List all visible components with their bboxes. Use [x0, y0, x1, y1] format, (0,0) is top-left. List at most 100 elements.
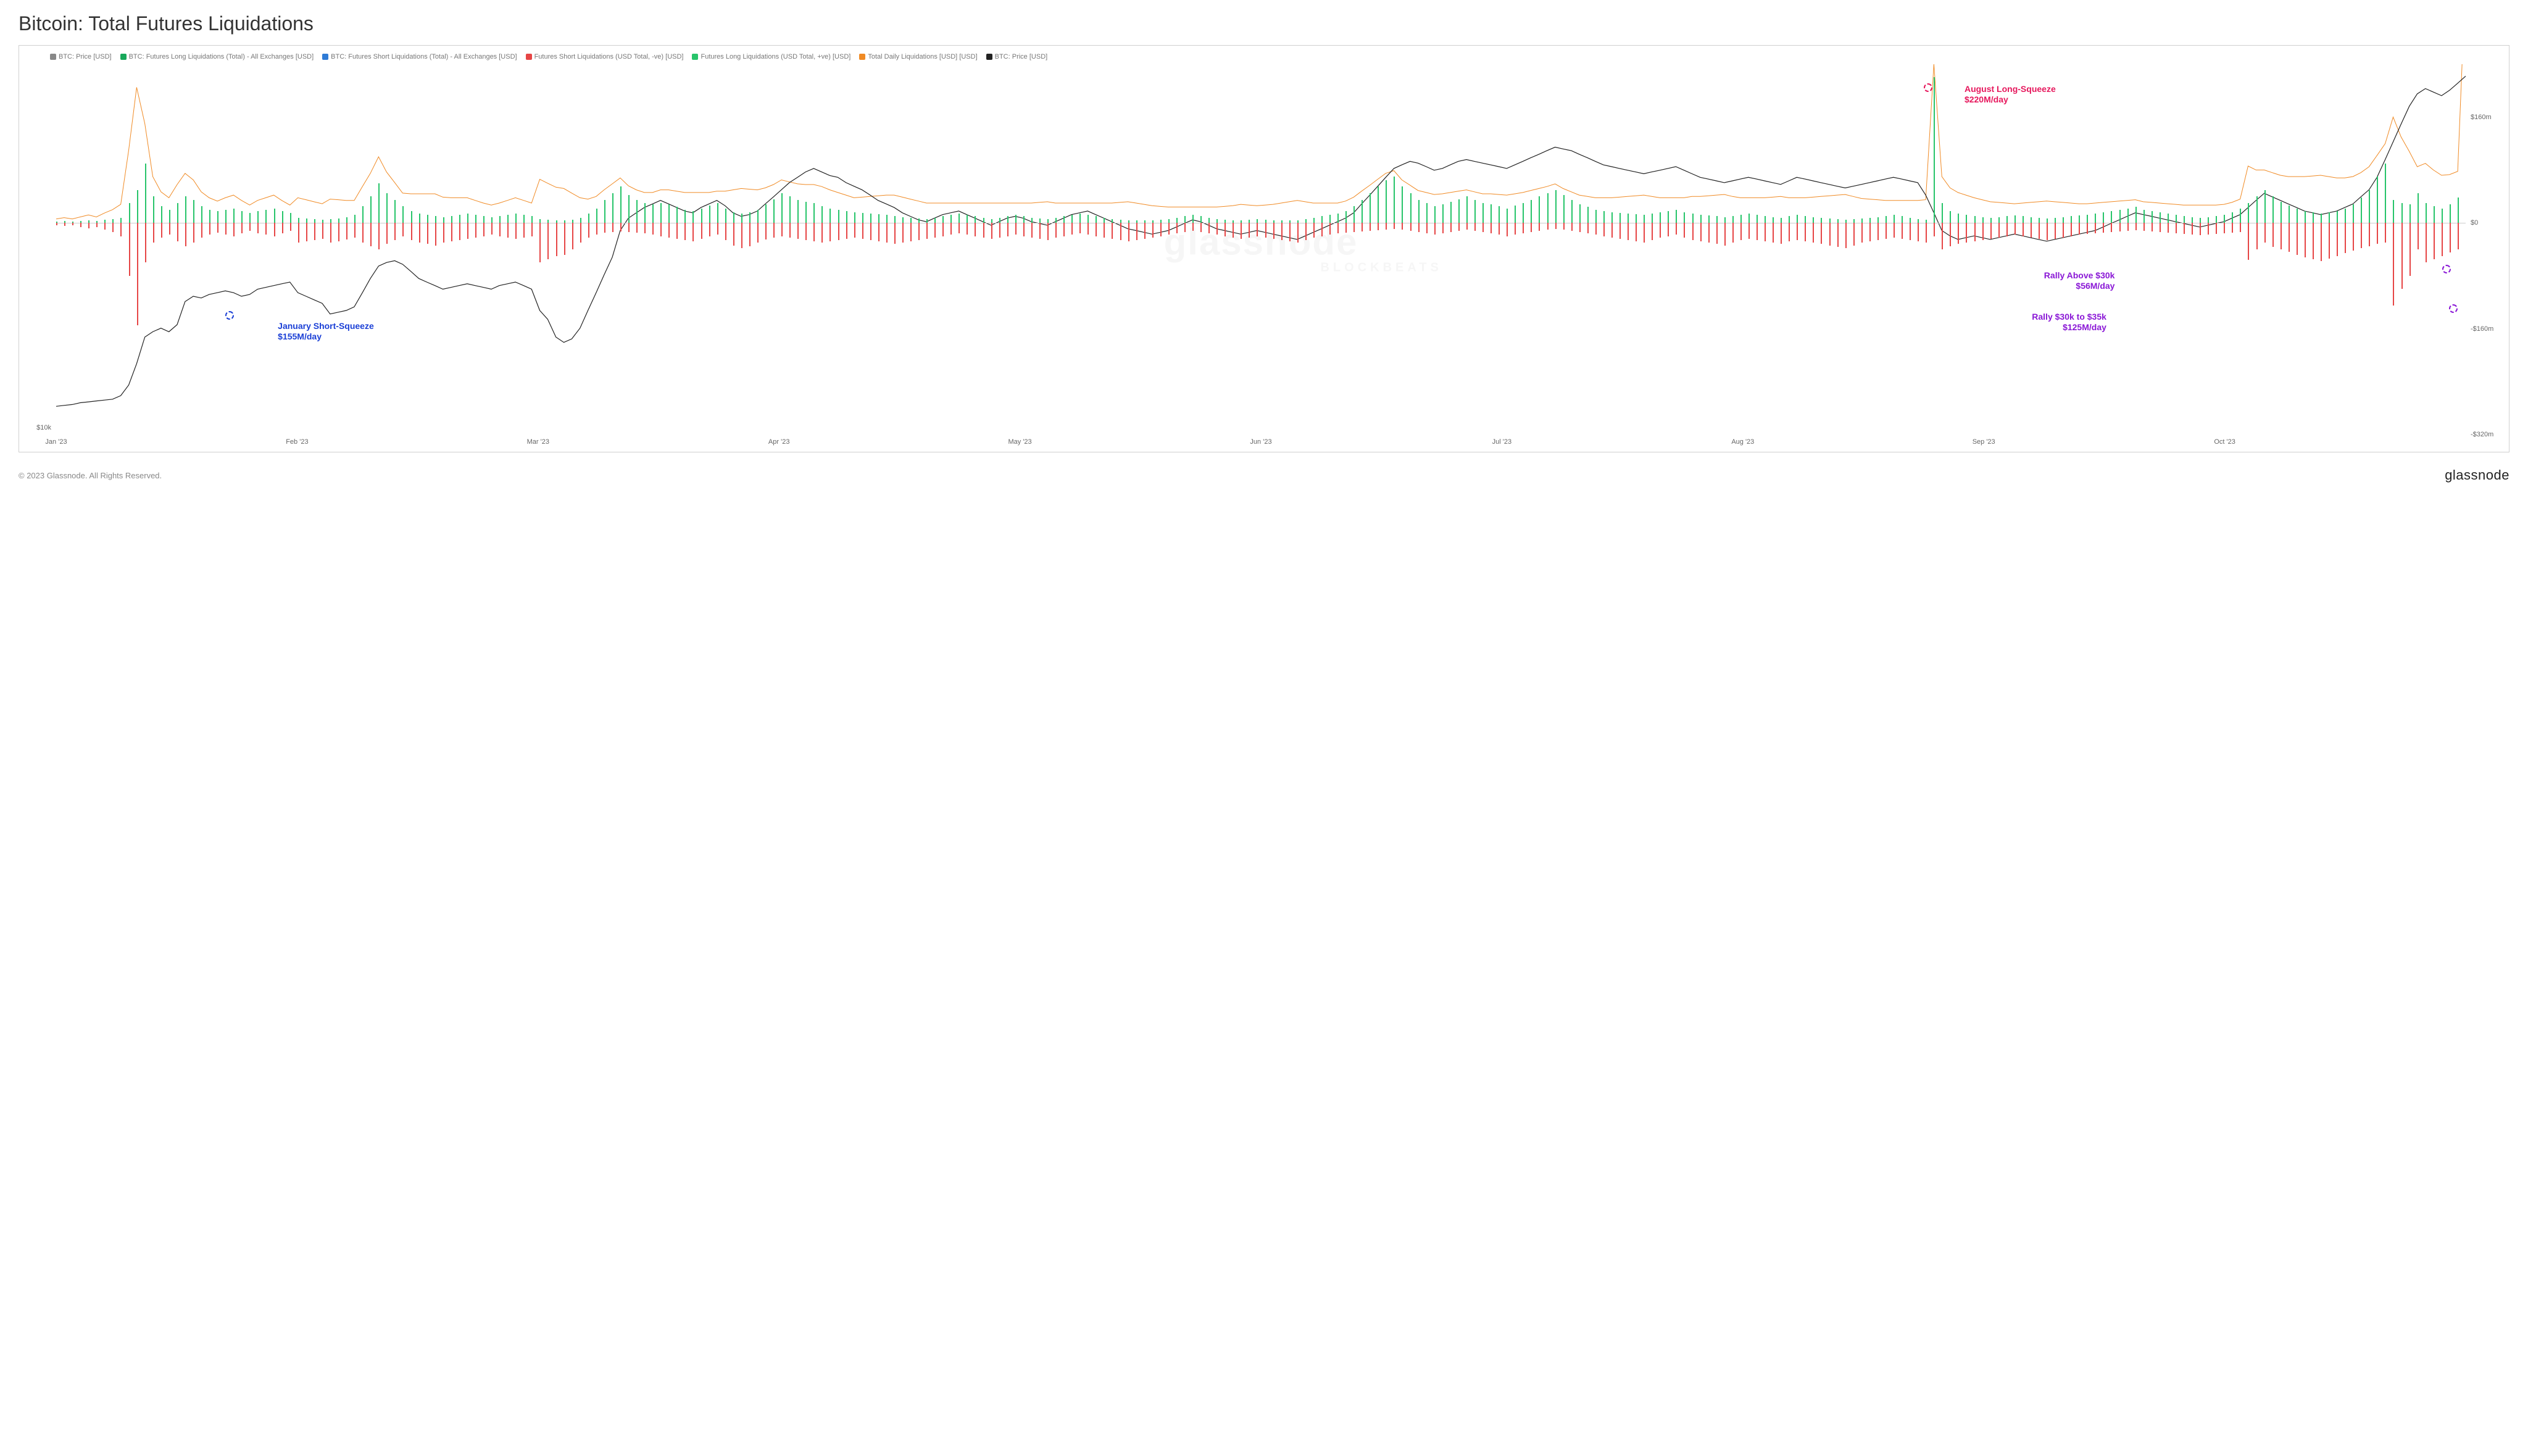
- short-liq-bar: [322, 223, 323, 239]
- long-liq-bar: [354, 215, 356, 223]
- long-liq-bar: [1023, 216, 1025, 223]
- long-liq-bar: [1329, 215, 1331, 223]
- short-liq-bar: [1934, 223, 1935, 236]
- long-liq-bar: [1724, 217, 1726, 223]
- short-liq-bar: [797, 223, 799, 239]
- short-liq-bar: [2297, 223, 2298, 254]
- long-liq-bar: [967, 215, 968, 223]
- short-liq-bar: [290, 223, 291, 231]
- long-liq-bar: [1353, 206, 1355, 223]
- y-tick-right: -$160m: [2471, 325, 2493, 333]
- long-liq-bar: [1378, 186, 1379, 223]
- long-liq-bar: [2152, 211, 2153, 223]
- long-liq-bar: [2410, 204, 2411, 223]
- short-liq-bar: [427, 223, 428, 244]
- long-liq-bar: [596, 209, 597, 223]
- short-liq-bar: [620, 223, 622, 231]
- long-liq-bar: [1192, 215, 1194, 223]
- long-liq-bar: [1990, 218, 1992, 223]
- short-liq-bar: [1797, 223, 1798, 240]
- short-liq-bar: [2014, 223, 2016, 235]
- long-liq-bar: [1079, 214, 1081, 223]
- long-liq-bar: [838, 210, 839, 223]
- short-liq-bar: [1757, 223, 1758, 240]
- long-liq-bar: [2450, 204, 2451, 223]
- short-liq-bar: [1104, 223, 1105, 238]
- legend-label: Futures Short Liquidations (USD Total, -…: [534, 53, 684, 60]
- long-liq-bar: [1628, 214, 1629, 223]
- long-liq-bar: [999, 218, 1000, 223]
- short-liq-bar: [805, 223, 807, 240]
- long-liq-bar: [830, 209, 831, 223]
- short-liq-bar: [1644, 223, 1645, 243]
- long-liq-bar: [1684, 212, 1685, 223]
- short-liq-bar: [983, 223, 984, 238]
- line-overlay: [56, 64, 2466, 435]
- long-liq-bar: [1740, 215, 1742, 223]
- long-liq-bar: [1861, 218, 1863, 223]
- long-liq-bar: [467, 214, 468, 223]
- long-liq-bar: [2442, 209, 2443, 223]
- short-liq-bar: [1257, 223, 1258, 236]
- y-tick-right: $160m: [2471, 114, 2492, 121]
- short-liq-bar: [104, 223, 106, 230]
- short-liq-bar: [692, 223, 694, 241]
- short-liq-bar: [1031, 223, 1033, 238]
- long-liq-bar: [1063, 216, 1065, 223]
- short-liq-bar: [257, 223, 259, 233]
- short-liq-bar: [2184, 223, 2185, 234]
- short-liq-bar: [2410, 223, 2411, 276]
- short-liq-bar: [1458, 223, 1460, 231]
- short-liq-bar: [338, 223, 339, 241]
- short-liq-bar: [1087, 223, 1089, 235]
- long-liq-bar: [2006, 216, 2008, 223]
- short-liq-bar: [717, 223, 718, 235]
- long-liq-bar: [1765, 216, 1766, 223]
- long-liq-bar: [1668, 211, 1669, 223]
- long-liq-bar: [2047, 218, 2048, 223]
- x-tick: Jan '23: [45, 438, 67, 446]
- short-liq-bar: [1732, 223, 1734, 243]
- long-liq-bar: [1442, 204, 1444, 223]
- long-liq-bar: [1176, 218, 1178, 223]
- short-liq-bar: [1740, 223, 1742, 240]
- short-liq-bar: [298, 223, 299, 243]
- short-liq-bar: [821, 223, 823, 243]
- short-liq-bar: [1789, 223, 1790, 241]
- short-liq-bar: [64, 223, 65, 226]
- long-liq-bar: [1910, 218, 1911, 223]
- short-liq-bar: [1120, 223, 1121, 240]
- short-liq-bar: [2079, 223, 2080, 235]
- long-liq-bar: [1571, 200, 1573, 223]
- long-liq-bar: [2135, 207, 2137, 223]
- short-liq-bar: [2039, 223, 2040, 239]
- short-liq-bar: [1482, 223, 1484, 232]
- short-liq-bar: [1587, 223, 1589, 233]
- short-liq-bar: [1321, 223, 1323, 236]
- short-liq-bar: [1652, 223, 1653, 240]
- long-liq-bar: [1313, 218, 1315, 223]
- short-liq-bar: [531, 223, 533, 236]
- legend-label: BTC: Price [USD]: [59, 53, 112, 60]
- short-liq-bar: [1128, 223, 1129, 241]
- long-liq-bar: [1998, 217, 2000, 223]
- short-liq-bar: [676, 223, 678, 239]
- long-liq-bar: [1886, 216, 1887, 223]
- short-liq-bar: [2047, 223, 2048, 240]
- short-liq-bar: [386, 223, 388, 244]
- short-liq-bar: [282, 223, 283, 233]
- short-liq-bar: [314, 223, 315, 240]
- long-liq-bar: [1015, 215, 1017, 223]
- long-liq-bar: [942, 216, 944, 223]
- long-liq-bar: [1797, 215, 1798, 223]
- long-liq-bar: [628, 195, 630, 223]
- short-liq-bar: [2031, 223, 2032, 238]
- long-liq-bar: [435, 216, 436, 223]
- long-liq-bar: [910, 218, 912, 223]
- legend-swatch: [322, 54, 328, 60]
- short-liq-bar: [2160, 223, 2161, 232]
- long-liq-bar: [1402, 186, 1403, 223]
- short-liq-bar: [652, 223, 654, 235]
- legend-item: Futures Short Liquidations (USD Total, -…: [526, 53, 684, 60]
- long-liq-bar: [491, 217, 493, 223]
